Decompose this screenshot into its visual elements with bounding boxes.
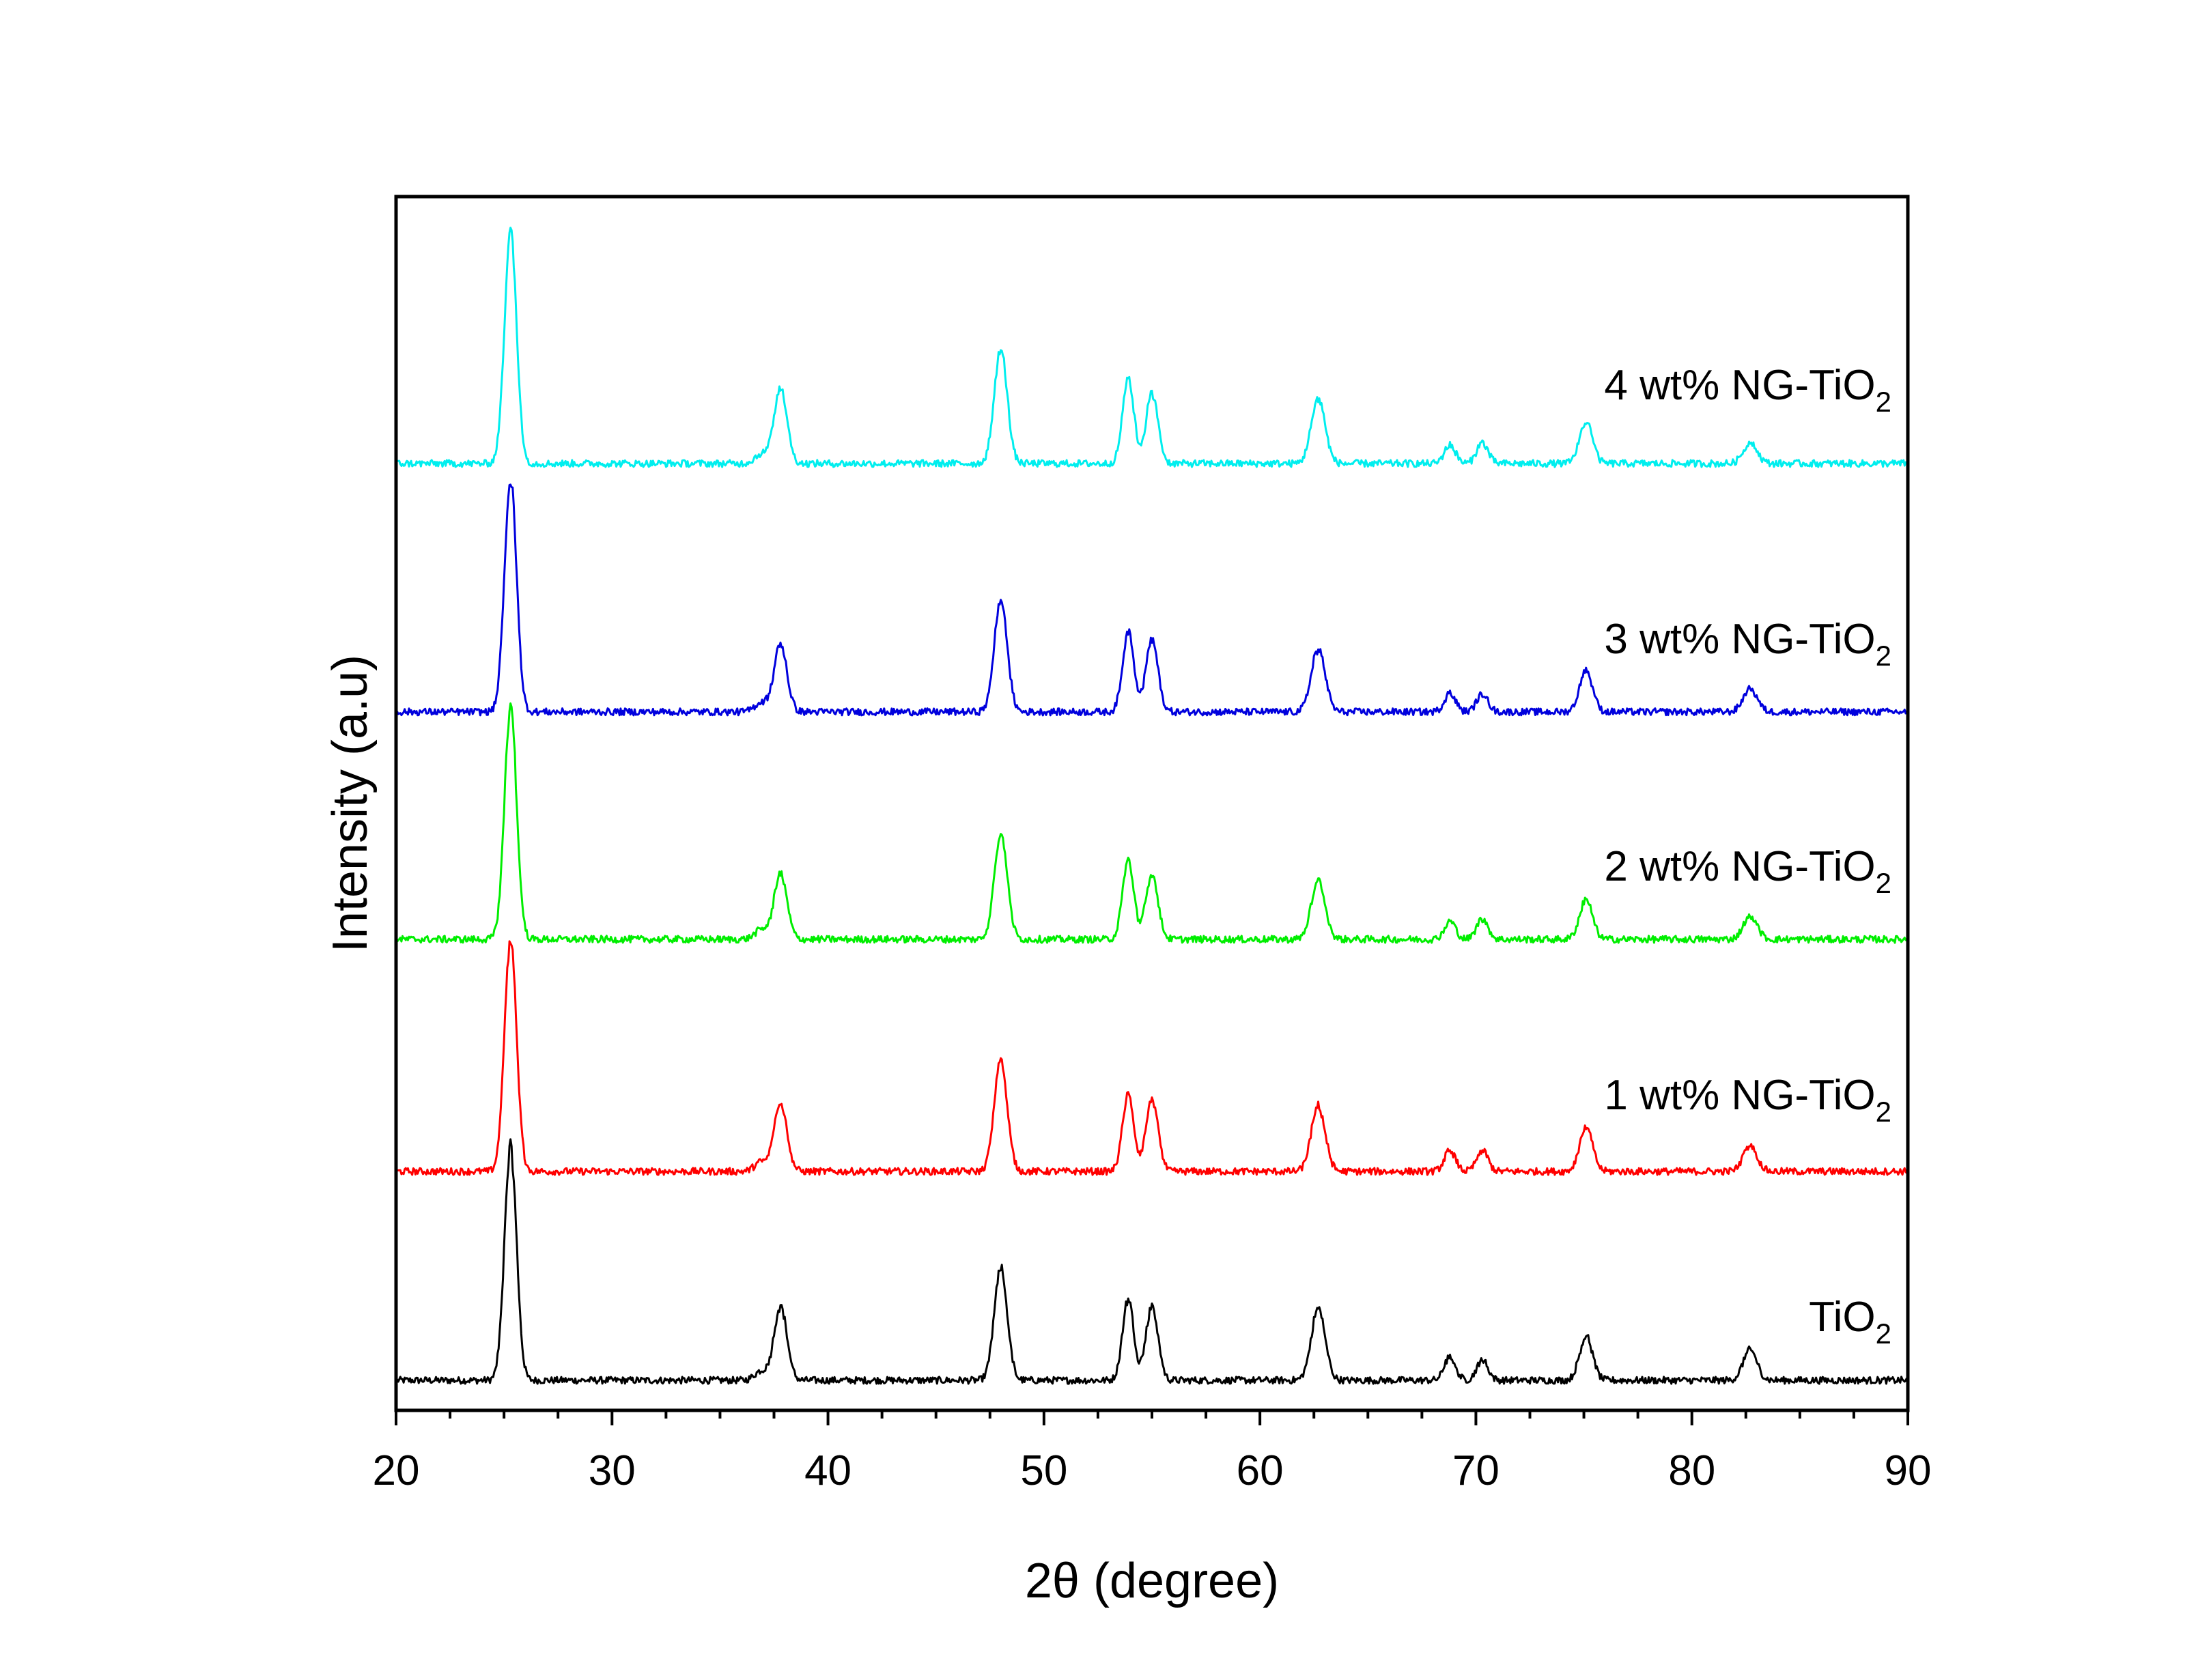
x-tick-label: 80: [1668, 1447, 1715, 1494]
series-line-2: [396, 702, 1908, 944]
series-label-3: 3 wt% NG-TiO2: [1604, 616, 1891, 672]
series-line-0: [396, 1138, 1908, 1385]
series-line-3: [396, 483, 1908, 717]
series-labels: TiO2 1 wt% NG-TiO2 2 wt% NG-TiO2 3 wt% NG-T…: [1604, 362, 1891, 1350]
series-line-4: [397, 227, 1908, 468]
x-tick-label: 90: [1885, 1447, 1932, 1494]
x-axis-ticks: 20 30 40 50 60 70 80 90: [373, 1410, 1932, 1494]
x-tick-label: 30: [589, 1447, 636, 1494]
series-label-1: 1 wt% NG-TiO2: [1604, 1072, 1891, 1128]
series-label-0: TiO2: [1809, 1294, 1891, 1350]
x-tick-label: 50: [1020, 1447, 1067, 1494]
x-tick-label: 60: [1237, 1447, 1284, 1494]
series-layer: [396, 227, 1908, 1385]
x-tick-label: 20: [373, 1447, 420, 1494]
series-label-2: 2 wt% NG-TiO2: [1604, 843, 1891, 899]
x-axis-title: 2θ (degree): [1025, 1554, 1279, 1608]
series-label-4: 4 wt% NG-TiO2: [1604, 362, 1891, 418]
x-tick-label: 40: [804, 1447, 851, 1494]
y-axis-title: Intensity (a.u): [323, 655, 378, 952]
series-line-1: [397, 940, 1908, 1176]
x-tick-label: 70: [1452, 1447, 1500, 1494]
